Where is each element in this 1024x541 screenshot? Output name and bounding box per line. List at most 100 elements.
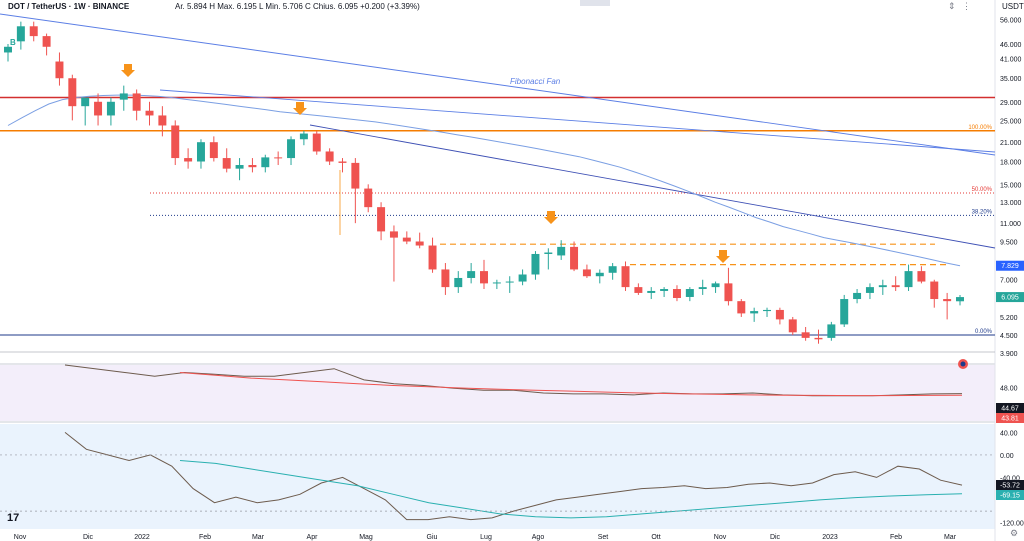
candle-body[interactable] bbox=[531, 253, 540, 275]
candle-body[interactable] bbox=[145, 110, 154, 116]
candle-body[interactable] bbox=[106, 101, 115, 116]
candle-body[interactable] bbox=[222, 158, 231, 169]
candle-body[interactable] bbox=[518, 274, 527, 282]
candle-body[interactable] bbox=[775, 309, 784, 320]
candle-body[interactable] bbox=[634, 287, 643, 293]
price-tick-label: 56.000 bbox=[1000, 17, 1022, 24]
candle-body[interactable] bbox=[840, 299, 849, 325]
oscillator-pane-1[interactable] bbox=[0, 365, 995, 421]
time-tick-label: Mag bbox=[359, 534, 373, 541]
candle-body[interactable] bbox=[492, 282, 501, 284]
candle-body[interactable] bbox=[621, 266, 630, 288]
candle-body[interactable] bbox=[788, 319, 797, 333]
candle-body[interactable] bbox=[454, 277, 463, 288]
candle-body[interactable] bbox=[570, 246, 579, 270]
candle-body[interactable] bbox=[582, 269, 591, 277]
candle-body[interactable] bbox=[956, 297, 964, 302]
candle-body[interactable] bbox=[724, 283, 733, 302]
down-arrow-marker-icon[interactable] bbox=[544, 211, 558, 224]
candle-body[interactable] bbox=[930, 281, 939, 300]
candle-body[interactable] bbox=[171, 125, 180, 159]
candle-body[interactable] bbox=[42, 36, 51, 47]
settings-icon[interactable]: ⋮ bbox=[962, 1, 971, 11]
candle-body[interactable] bbox=[505, 281, 514, 283]
candle-body[interactable] bbox=[261, 157, 270, 168]
candle-body[interactable] bbox=[377, 207, 386, 232]
candle-body[interactable] bbox=[672, 289, 681, 299]
candle-body[interactable] bbox=[801, 332, 810, 338]
oscillator-1-signal-line[interactable] bbox=[179, 372, 963, 397]
candle-body[interactable] bbox=[878, 285, 887, 288]
candle-body[interactable] bbox=[467, 271, 476, 278]
main-pane[interactable] bbox=[0, 15, 995, 363]
candle-body[interactable] bbox=[325, 151, 334, 162]
candle-body[interactable] bbox=[943, 299, 952, 302]
candle-body[interactable] bbox=[299, 133, 308, 140]
gear-icon[interactable]: ⚙ bbox=[1010, 528, 1018, 538]
candle-body[interactable] bbox=[853, 292, 862, 300]
candle-body[interactable] bbox=[750, 311, 759, 314]
candle-body[interactable] bbox=[917, 271, 926, 282]
candle-body[interactable] bbox=[4, 46, 12, 53]
candle-body[interactable] bbox=[480, 271, 488, 284]
candle-body[interactable] bbox=[312, 133, 321, 152]
down-arrow-marker-icon[interactable] bbox=[293, 102, 307, 115]
candle-body[interactable] bbox=[827, 324, 836, 338]
candle-body[interactable] bbox=[248, 165, 257, 168]
candle-body[interactable] bbox=[209, 142, 218, 159]
candle-body[interactable] bbox=[55, 61, 64, 79]
candle-body[interactable] bbox=[737, 301, 746, 314]
down-arrow-marker-icon[interactable] bbox=[121, 64, 135, 77]
up-down-arrows-icon[interactable]: ⇕ bbox=[948, 1, 956, 11]
price-tick-label: 7.000 bbox=[1000, 278, 1018, 285]
candle-body[interactable] bbox=[904, 271, 913, 288]
candle-body[interactable] bbox=[94, 101, 103, 116]
fibonacci-fan-line[interactable] bbox=[0, 13, 996, 156]
buy-marker-label: B bbox=[10, 38, 16, 47]
candle-body[interactable] bbox=[196, 142, 205, 162]
candle-body[interactable] bbox=[595, 272, 604, 277]
candle-body[interactable] bbox=[68, 78, 77, 107]
candle-body[interactable] bbox=[402, 237, 411, 242]
candle-body[interactable] bbox=[119, 93, 128, 100]
candle-body[interactable] bbox=[274, 157, 283, 159]
candle-body[interactable] bbox=[647, 290, 656, 293]
candle-body[interactable] bbox=[351, 162, 360, 189]
candle-body[interactable] bbox=[235, 165, 244, 169]
candle-body[interactable] bbox=[184, 158, 193, 162]
candle-body[interactable] bbox=[29, 26, 38, 37]
down-arrow-marker-icon[interactable] bbox=[716, 250, 730, 263]
candle-body[interactable] bbox=[338, 161, 347, 163]
candle-body[interactable] bbox=[81, 97, 90, 107]
candle-body[interactable] bbox=[441, 269, 450, 288]
candle-body[interactable] bbox=[763, 309, 772, 312]
candle-body[interactable] bbox=[608, 266, 617, 273]
candle-body[interactable] bbox=[415, 241, 424, 246]
candle-body[interactable] bbox=[865, 287, 874, 293]
candle-body[interactable] bbox=[389, 231, 398, 238]
symbol-title[interactable]: DOT / TetherUS · 1W · BINANCE bbox=[8, 2, 130, 11]
oscillator-2-signal-line[interactable] bbox=[179, 460, 963, 519]
candle-body[interactable] bbox=[544, 252, 553, 254]
price-tick-label: 4.500 bbox=[1000, 333, 1018, 340]
price-tick-label: 9.500 bbox=[1000, 240, 1018, 247]
candle-body[interactable] bbox=[814, 337, 823, 340]
candle-body[interactable] bbox=[428, 245, 437, 270]
fibonacci-fan-line[interactable] bbox=[159, 89, 996, 153]
candle-body[interactable] bbox=[557, 246, 566, 256]
candle-body[interactable] bbox=[364, 188, 373, 208]
candle-body[interactable] bbox=[698, 287, 707, 290]
candle-body[interactable] bbox=[711, 283, 720, 288]
candle-body[interactable] bbox=[685, 289, 694, 297]
moving-average-line[interactable] bbox=[7, 94, 961, 267]
fibonacci-fan-line[interactable] bbox=[309, 124, 996, 249]
candle-body[interactable] bbox=[132, 93, 141, 111]
candle-body[interactable] bbox=[891, 285, 900, 288]
candle-body[interactable] bbox=[158, 115, 167, 126]
candle-body[interactable] bbox=[287, 139, 296, 159]
candle-body[interactable] bbox=[16, 26, 25, 42]
header-toggle-button[interactable] bbox=[580, 0, 610, 6]
candle-body[interactable] bbox=[660, 289, 669, 291]
oscillator-2-main-line[interactable] bbox=[64, 432, 963, 521]
fibonacci-fan-label[interactable]: Fibonacci Fan bbox=[510, 77, 561, 86]
